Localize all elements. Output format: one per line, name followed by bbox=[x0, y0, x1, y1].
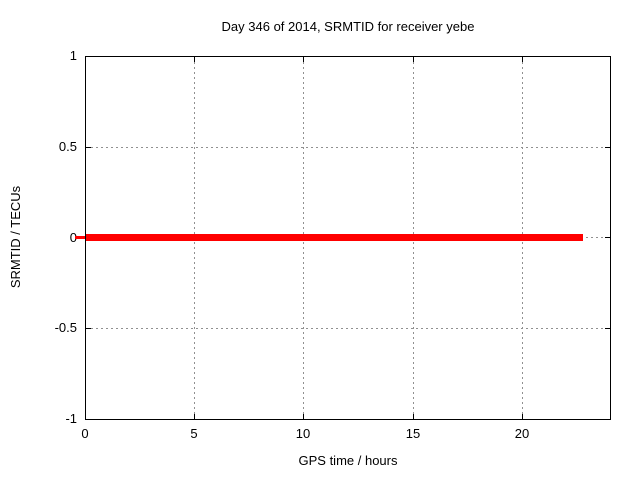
x-tick-label-15: 15 bbox=[405, 426, 421, 441]
x-tick-label-10: 10 bbox=[295, 426, 311, 441]
x-tick-label-20: 20 bbox=[514, 426, 530, 441]
y-tick-left--0.5 bbox=[86, 328, 91, 329]
x-tick-top-15 bbox=[413, 57, 414, 62]
y-tick-left-0.5 bbox=[86, 147, 91, 148]
x-tick-bottom-10 bbox=[303, 414, 304, 419]
y-tick-right--0.5 bbox=[605, 328, 610, 329]
plot-area bbox=[85, 56, 611, 420]
x-tick-top-5 bbox=[194, 57, 195, 62]
x-axis-label: GPS time / hours bbox=[298, 453, 398, 468]
x-tick-label-5: 5 bbox=[190, 426, 198, 441]
y-tick-label--1: -1 bbox=[65, 411, 77, 426]
y-tick-label-0.5: 0.5 bbox=[58, 139, 77, 154]
x-tick-label-0: 0 bbox=[81, 426, 89, 441]
x-tick-top-10 bbox=[303, 57, 304, 62]
y-tick-label-1: 1 bbox=[69, 48, 77, 63]
y-gridline-0.5 bbox=[86, 147, 610, 148]
y-gridline--0.5 bbox=[86, 328, 610, 329]
chart-title: Day 346 of 2014, SRMTID for receiver yeb… bbox=[221, 19, 475, 34]
y-tick-right-0 bbox=[605, 237, 610, 238]
x-tick-top-20 bbox=[522, 57, 523, 62]
x-tick-bottom-20 bbox=[522, 414, 523, 419]
zero-axis-red-tick bbox=[75, 236, 85, 239]
y-tick-label--0.5: -0.5 bbox=[54, 320, 77, 335]
x-tick-bottom-5 bbox=[194, 414, 195, 419]
srmtid-data-line bbox=[86, 234, 583, 241]
y-tick-right-0.5 bbox=[605, 147, 610, 148]
x-tick-bottom-15 bbox=[413, 414, 414, 419]
y-tick-label-0: 0 bbox=[69, 230, 77, 245]
